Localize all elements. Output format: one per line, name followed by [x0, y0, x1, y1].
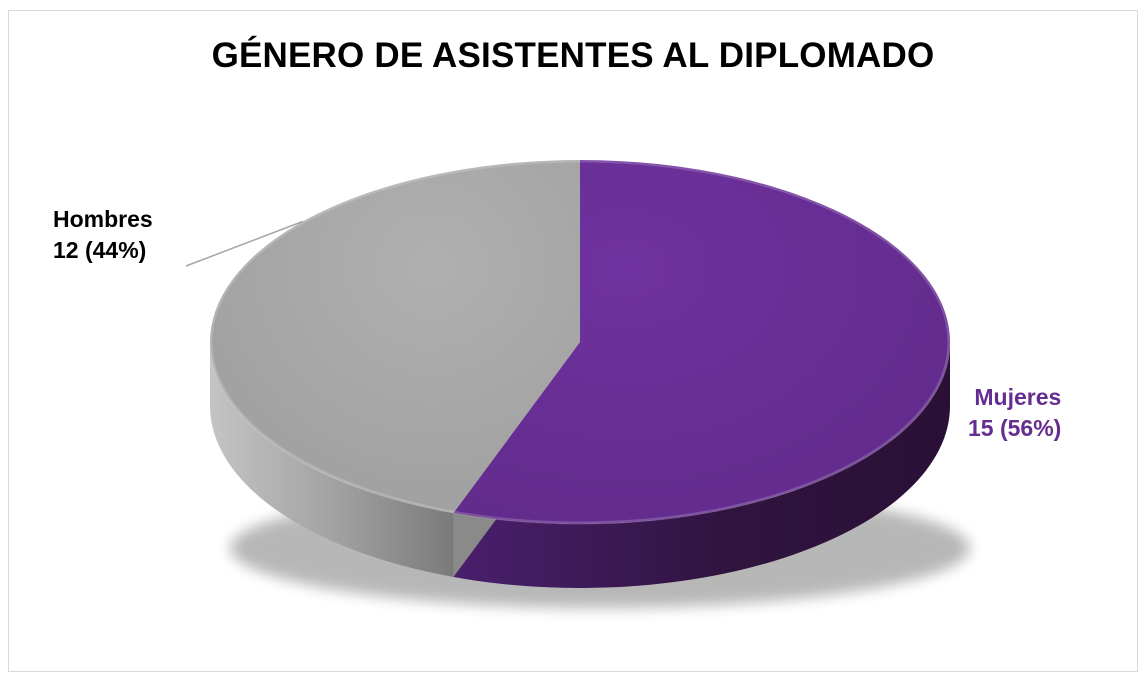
data-label-hombres: Hombres 12 (44%): [53, 204, 153, 266]
data-label-category: Hombres: [53, 206, 153, 232]
pie-slice-side: [453, 342, 950, 588]
pie-slice-top: [210, 160, 580, 514]
pie-rim-highlight: [209, 159, 951, 525]
data-label-value: 12 (44%): [53, 237, 147, 263]
chart-title: GÉNERO DE ASISTENTES AL DIPLOMADO: [211, 36, 935, 75]
pie-slice-side: [210, 342, 454, 578]
data-label-value: 15 (56%): [968, 415, 1062, 441]
data-label-mujeres: Mujeres 15 (56%): [968, 382, 1061, 444]
data-label-category: Mujeres: [974, 384, 1062, 410]
pie-slice-top: [453, 160, 951, 524]
label-leader-line: [185, 220, 304, 267]
